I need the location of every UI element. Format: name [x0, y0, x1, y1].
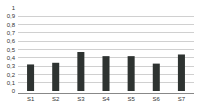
svg-text:S3: S3: [77, 96, 85, 102]
svg-text:S2: S2: [52, 96, 60, 102]
svg-text:0,4: 0,4: [7, 55, 16, 61]
svg-text:S5: S5: [127, 96, 135, 102]
svg-text:0,1: 0,1: [7, 80, 16, 86]
svg-text:0,5: 0,5: [7, 47, 16, 53]
svg-text:0,2: 0,2: [7, 72, 16, 78]
svg-text:0,3: 0,3: [7, 63, 16, 69]
svg-text:S7: S7: [178, 96, 186, 102]
svg-text:1: 1: [12, 5, 16, 11]
svg-text:0,7: 0,7: [7, 30, 16, 36]
svg-text:0,6: 0,6: [7, 38, 16, 44]
svg-text:0,8: 0,8: [7, 22, 16, 28]
svg-text:0: 0: [12, 88, 16, 94]
svg-text:0,9: 0,9: [7, 13, 16, 19]
svg-text:S4: S4: [102, 96, 110, 102]
svg-text:S1: S1: [27, 96, 35, 102]
svg-text:S6: S6: [153, 96, 161, 102]
